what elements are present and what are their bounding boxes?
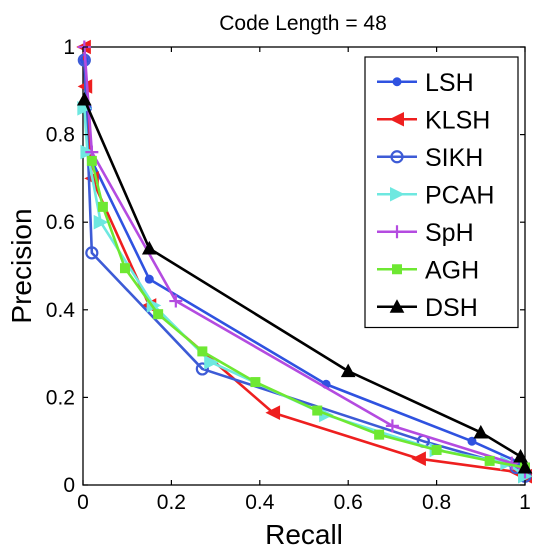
series-dsh [76, 92, 533, 474]
y-tick-label: 0 [63, 474, 75, 497]
x-tick-label: 0.6 [334, 491, 363, 514]
series-agh-point [153, 309, 164, 320]
series-dsh-point [141, 240, 157, 255]
series-dsh-point [513, 448, 528, 463]
series-lsh-point [467, 436, 477, 446]
series-agh-point [86, 155, 97, 166]
series-sikh-line [83, 60, 526, 478]
series-agh-point [119, 263, 130, 274]
series-dsh-point [340, 363, 356, 378]
legend-sikh-marker [390, 150, 404, 164]
y-axis: 0 0.2 0.4 0.6 0.8 1 [46, 36, 525, 497]
legend-dsh-marker [389, 299, 405, 313]
series-dsh-point [517, 459, 533, 474]
y-axis-title: Precision [6, 208, 37, 323]
y-tick-label: 0.4 [46, 299, 76, 322]
series-agh-point [312, 405, 323, 416]
series-lsh-point [144, 274, 154, 284]
legend-lsh: LSH [377, 69, 474, 97]
series-sph-point [169, 294, 183, 308]
series-klsh-point [265, 405, 281, 421]
series-klsh-point [411, 451, 426, 467]
legend-sikh-label: SIKH [425, 144, 483, 172]
legend-dsh-label: DSH [425, 294, 478, 322]
legend-lsh-marker [392, 77, 402, 87]
legend-klsh: KLSH [377, 106, 490, 134]
y-tick-label: 1 [63, 36, 75, 59]
x-tick-label: 0.2 [157, 491, 186, 514]
legend: LSH KLSH SIKH PCAH SpH AGH DSH [364, 56, 519, 329]
legend-dsh: DSH [377, 294, 478, 322]
y-tick-label: 0.2 [46, 386, 75, 409]
legend-agh: AGH [377, 256, 479, 284]
series-pcah-point [93, 214, 109, 230]
series-agh-point [484, 455, 495, 466]
legend-sph-label: SpH [425, 219, 474, 247]
series-agh-point [431, 444, 442, 455]
y-tick-label: 0.6 [46, 211, 75, 234]
x-tick-label: 0.8 [422, 491, 451, 514]
x-tick-label: 1 [519, 491, 531, 514]
series-dsh-point [76, 92, 92, 106]
series-sph-point [385, 419, 399, 433]
legend-agh-marker [392, 264, 402, 275]
chart-title: Code Length = 48 [219, 12, 387, 35]
legend-sph: SpH [377, 219, 474, 247]
y-tick-label: 0.8 [46, 124, 75, 147]
x-axis-title: Recall [265, 519, 343, 550]
legend-pcah: PCAH [377, 181, 494, 209]
series-agh-point [250, 377, 261, 388]
series-agh-point [197, 346, 208, 357]
legend-lsh-label: LSH [425, 69, 474, 97]
legend-pcah-label: PCAH [425, 181, 494, 209]
series-dsh-point [473, 424, 489, 439]
legend-sikh: SIKH [377, 144, 483, 172]
series-agh-point [374, 429, 385, 440]
legend-klsh-marker [389, 111, 404, 127]
series-sikh-point [195, 362, 209, 376]
legend-pcah-marker [390, 186, 405, 202]
legend-sph-marker [390, 225, 404, 239]
series-agh-point [97, 201, 108, 212]
series-pcah-point [204, 355, 219, 370]
series-sikh-point [85, 246, 99, 260]
series-layer [76, 39, 533, 484]
x-tick-label: 0.4 [245, 491, 275, 514]
x-tick-label: 0 [77, 491, 89, 514]
legend-agh-label: AGH [425, 256, 479, 284]
legend-klsh-label: KLSH [425, 106, 490, 134]
x-axis: 0 0.2 0.4 0.6 0.8 1 [77, 47, 531, 514]
